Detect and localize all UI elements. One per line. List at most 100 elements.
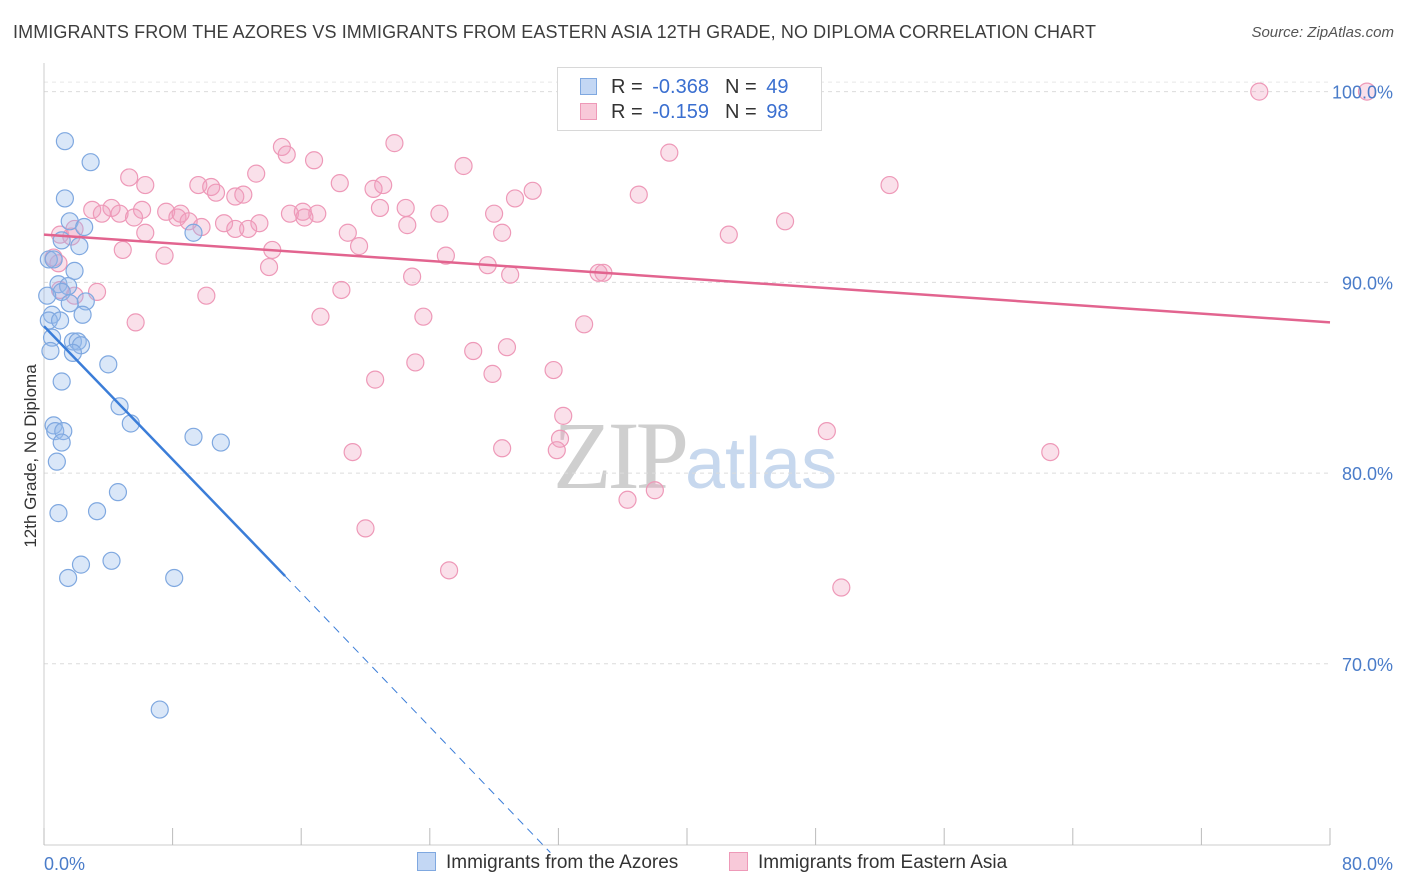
chart-source: Source: ZipAtlas.com bbox=[1251, 24, 1394, 41]
point-azores bbox=[52, 433, 71, 452]
y-tick-label: 70.0% bbox=[1342, 655, 1393, 675]
point-eastern-asia bbox=[483, 364, 502, 383]
point-azores bbox=[71, 555, 91, 574]
bottom-legend-asia: Immigrants from Eastern Asia bbox=[729, 852, 1007, 874]
point-eastern-asia bbox=[385, 134, 404, 153]
point-eastern-asia bbox=[775, 212, 795, 231]
point-eastern-asia bbox=[124, 208, 144, 227]
point-eastern-asia bbox=[136, 223, 155, 242]
points-eastern-asia bbox=[44, 82, 1377, 597]
legend-row-asia: R = -0.159 N = 98 bbox=[580, 101, 788, 127]
axes bbox=[43, 63, 1331, 846]
bottom-legend-swatch-azores bbox=[417, 852, 436, 871]
point-azores bbox=[52, 372, 71, 391]
point-eastern-asia bbox=[332, 280, 351, 300]
point-azores bbox=[81, 153, 100, 172]
x-tick-label: 0.0% bbox=[44, 854, 85, 874]
legend-n-value-asia: 98 bbox=[766, 101, 789, 123]
point-azores bbox=[50, 311, 70, 330]
point-eastern-asia bbox=[493, 223, 512, 242]
legend-r-value-asia: -0.159 bbox=[652, 101, 709, 123]
point-azores bbox=[184, 223, 203, 242]
point-eastern-asia bbox=[414, 307, 433, 326]
bottom-legend-azores: Immigrants from the Azores bbox=[417, 852, 678, 874]
trend-line-azores-extension bbox=[284, 575, 551, 853]
point-eastern-asia bbox=[430, 204, 449, 223]
point-eastern-asia bbox=[349, 237, 369, 256]
legend-r-label: R = bbox=[611, 101, 643, 123]
point-eastern-asia bbox=[523, 181, 542, 200]
point-eastern-asia bbox=[234, 185, 253, 204]
point-azores bbox=[184, 427, 203, 446]
point-azores bbox=[55, 132, 74, 151]
legend-r-label: R = bbox=[611, 76, 643, 98]
point-eastern-asia bbox=[454, 156, 473, 176]
point-eastern-asia bbox=[645, 481, 664, 500]
x-tick-label: 80.0% bbox=[1342, 854, 1393, 874]
point-azores bbox=[165, 568, 184, 588]
point-azores bbox=[211, 433, 230, 452]
y-tick-label: 90.0% bbox=[1342, 273, 1393, 293]
point-azores bbox=[102, 551, 121, 570]
point-eastern-asia bbox=[880, 175, 899, 195]
point-eastern-asia bbox=[295, 208, 314, 227]
point-eastern-asia bbox=[330, 174, 349, 193]
point-azores bbox=[49, 504, 68, 523]
point-azores bbox=[39, 250, 58, 269]
point-eastern-asia bbox=[356, 519, 375, 538]
point-eastern-asia bbox=[247, 164, 266, 183]
point-eastern-asia bbox=[366, 370, 385, 389]
point-eastern-asia bbox=[497, 338, 517, 357]
point-eastern-asia bbox=[550, 429, 570, 448]
trend-line-eastern-asia bbox=[43, 233, 1331, 324]
point-eastern-asia bbox=[544, 360, 563, 380]
point-eastern-asia bbox=[439, 561, 459, 580]
point-eastern-asia bbox=[1041, 442, 1060, 462]
y-tick-label: 80.0% bbox=[1342, 464, 1393, 484]
point-azores bbox=[76, 292, 95, 311]
point-azores bbox=[73, 305, 92, 324]
point-eastern-asia bbox=[206, 183, 226, 202]
point-eastern-asia bbox=[406, 353, 425, 372]
point-eastern-asia bbox=[501, 265, 520, 284]
point-eastern-asia bbox=[155, 246, 174, 265]
y-tick-label: 100.0% bbox=[1332, 83, 1393, 103]
point-eastern-asia bbox=[83, 200, 102, 219]
point-eastern-asia bbox=[343, 442, 362, 462]
legend-swatch-asia bbox=[580, 103, 597, 120]
point-azores bbox=[87, 502, 107, 521]
chart-title: IMMIGRANTS FROM THE AZORES VS IMMIGRANTS… bbox=[13, 22, 1097, 42]
point-eastern-asia bbox=[197, 286, 216, 305]
legend-row-azores: R = -0.368 N = 49 bbox=[580, 76, 788, 102]
point-eastern-asia bbox=[250, 214, 269, 233]
point-azores bbox=[42, 328, 62, 347]
point-eastern-asia bbox=[126, 313, 145, 332]
points-azores bbox=[38, 132, 230, 719]
axis-labels: 70.0% 80.0% 90.0% 100.0% 0.0% 80.0% 12th Grade… bbox=[21, 83, 1393, 874]
point-eastern-asia bbox=[202, 177, 221, 197]
point-eastern-asia bbox=[214, 214, 234, 233]
point-eastern-asia bbox=[832, 578, 851, 597]
trend-line-azores bbox=[43, 325, 287, 577]
point-azores bbox=[99, 355, 118, 374]
point-eastern-asia bbox=[398, 216, 417, 235]
point-azores bbox=[38, 286, 57, 305]
bottom-legend-label-asia: Immigrants from Eastern Asia bbox=[758, 852, 1008, 873]
legend-r-value-azores: -0.368 bbox=[652, 76, 709, 98]
point-eastern-asia bbox=[226, 219, 245, 239]
point-azores bbox=[59, 568, 78, 588]
point-eastern-asia bbox=[110, 204, 129, 223]
point-eastern-asia bbox=[364, 179, 383, 198]
legend-n-label: N = bbox=[724, 76, 757, 98]
point-eastern-asia bbox=[618, 490, 637, 509]
point-eastern-asia bbox=[92, 204, 111, 223]
point-eastern-asia bbox=[505, 189, 525, 208]
point-eastern-asia bbox=[817, 422, 836, 441]
legend-swatch-azores bbox=[580, 78, 597, 95]
point-eastern-asia bbox=[259, 257, 279, 277]
point-azores bbox=[70, 237, 89, 256]
point-eastern-asia bbox=[493, 439, 512, 458]
point-eastern-asia bbox=[120, 168, 139, 187]
point-eastern-asia bbox=[157, 202, 176, 221]
point-eastern-asia bbox=[396, 198, 415, 218]
